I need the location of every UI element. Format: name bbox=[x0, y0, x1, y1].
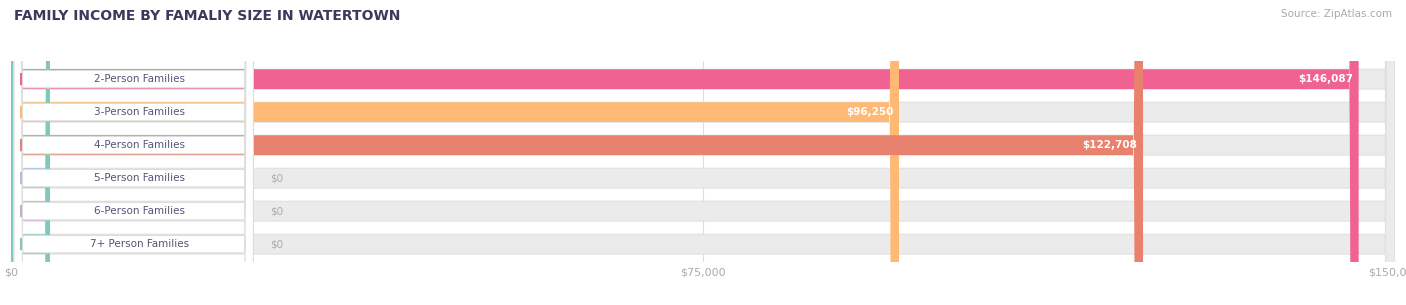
FancyBboxPatch shape bbox=[11, 0, 898, 305]
FancyBboxPatch shape bbox=[11, 0, 51, 305]
Text: $0: $0 bbox=[270, 206, 283, 216]
Text: 5-Person Families: 5-Person Families bbox=[94, 173, 186, 183]
Text: FAMILY INCOME BY FAMALIY SIZE IN WATERTOWN: FAMILY INCOME BY FAMALIY SIZE IN WATERTO… bbox=[14, 9, 401, 23]
FancyBboxPatch shape bbox=[14, 0, 253, 305]
FancyBboxPatch shape bbox=[11, 0, 51, 305]
Text: 4-Person Families: 4-Person Families bbox=[94, 140, 186, 150]
Text: $0: $0 bbox=[270, 173, 283, 183]
Text: $146,087: $146,087 bbox=[1298, 74, 1353, 84]
FancyBboxPatch shape bbox=[14, 0, 253, 305]
FancyBboxPatch shape bbox=[11, 0, 1395, 305]
Text: $122,708: $122,708 bbox=[1083, 140, 1137, 150]
FancyBboxPatch shape bbox=[11, 0, 1395, 305]
FancyBboxPatch shape bbox=[14, 0, 253, 305]
FancyBboxPatch shape bbox=[11, 0, 51, 305]
Text: 3-Person Families: 3-Person Families bbox=[94, 107, 186, 117]
Text: $96,250: $96,250 bbox=[846, 107, 893, 117]
FancyBboxPatch shape bbox=[14, 0, 253, 305]
FancyBboxPatch shape bbox=[11, 0, 1395, 305]
FancyBboxPatch shape bbox=[11, 0, 1143, 305]
FancyBboxPatch shape bbox=[11, 0, 1395, 305]
Text: 2-Person Families: 2-Person Families bbox=[94, 74, 186, 84]
FancyBboxPatch shape bbox=[11, 0, 1358, 305]
FancyBboxPatch shape bbox=[14, 0, 253, 305]
Text: 6-Person Families: 6-Person Families bbox=[94, 206, 186, 216]
Text: $0: $0 bbox=[270, 239, 283, 249]
FancyBboxPatch shape bbox=[14, 0, 253, 305]
Text: 7+ Person Families: 7+ Person Families bbox=[90, 239, 190, 249]
FancyBboxPatch shape bbox=[11, 0, 1395, 305]
FancyBboxPatch shape bbox=[11, 0, 1395, 305]
Text: Source: ZipAtlas.com: Source: ZipAtlas.com bbox=[1281, 9, 1392, 19]
